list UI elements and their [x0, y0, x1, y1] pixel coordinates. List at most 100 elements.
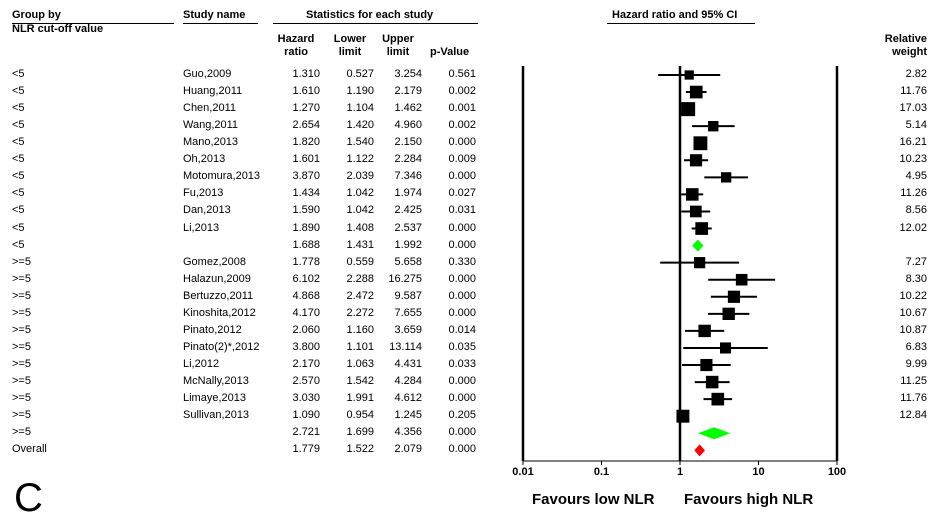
lower-limit-cell: 1.101 — [346, 340, 374, 353]
p-value-cell: 0.031 — [448, 204, 476, 217]
effect-marker — [735, 273, 748, 286]
ratio-header: ratio — [284, 46, 308, 58]
relative-header: Relative — [884, 33, 927, 45]
relative-weight-cell: 11.26 — [900, 187, 927, 200]
upper-limit-cell: 4.356 — [394, 426, 422, 439]
relative-weight-cell: 11.76 — [900, 392, 927, 405]
p-value-cell: 0.009 — [448, 153, 476, 166]
p-value-cell: 0.000 — [448, 221, 476, 234]
p-value-cell: 0.000 — [448, 443, 476, 456]
upper-limit-cell: 2.284 — [394, 153, 422, 166]
study-name-cell: Li,2012 — [183, 358, 220, 371]
lower-limit-cell: 1.122 — [346, 153, 374, 166]
effect-marker — [722, 307, 735, 321]
hazard-header: Hazard — [277, 33, 315, 45]
group-cell: >=5 — [12, 323, 31, 336]
relative-weight-cell: 10.67 — [899, 306, 927, 319]
group-cell: >=5 — [12, 392, 31, 405]
upper-limit-cell: 2.179 — [394, 85, 422, 98]
upper-limit-header: limit — [386, 46, 410, 58]
weight-header: weight — [892, 46, 927, 58]
header-underline-plot — [607, 23, 755, 24]
group-cell: <5 — [12, 153, 25, 166]
lower-limit-cell: 1.522 — [346, 443, 374, 456]
upper-limit-cell: 1.245 — [394, 409, 422, 422]
upper-limit-cell: 3.254 — [394, 68, 422, 80]
group-cell: <5 — [12, 102, 25, 115]
hazard-ratio-cell: 6.102 — [292, 272, 320, 285]
relative-weight-cell: 6.83 — [905, 340, 927, 353]
relative-weight-cell: 7.27 — [905, 255, 927, 268]
relative-weight-cell: 10.23 — [899, 153, 927, 166]
hazard-ratio-cell: 1.601 — [292, 153, 320, 166]
lower-limit-cell: 1.408 — [346, 221, 374, 234]
relative-weight-cell: 12.02 — [899, 221, 927, 234]
study-name-cell: Gomez,2008 — [183, 255, 246, 268]
upper-limit-cell: 13.114 — [389, 340, 422, 353]
group-cell: >=5 — [12, 255, 31, 268]
effect-marker — [693, 136, 708, 151]
group-cell: >=5 — [12, 289, 31, 302]
x-tick-label-0.01: 0.01 — [512, 466, 533, 478]
p-value-cell: 0.000 — [448, 272, 476, 285]
upper-limit-cell: 7.346 — [394, 170, 422, 183]
p-value-cell: 0.014 — [448, 323, 476, 336]
p-value-cell: 0.000 — [448, 238, 476, 251]
upper-limit-cell: 4.284 — [394, 375, 422, 388]
relative-weight-cell: 10.22 — [899, 289, 927, 302]
group-cell: >=5 — [12, 306, 31, 319]
upper-limit-cell: 1.974 — [394, 187, 422, 200]
effect-marker — [719, 342, 732, 354]
lower-limit-cell: 1.190 — [346, 85, 374, 98]
upper-limit-cell: 9.587 — [394, 289, 422, 302]
relative-weight-cell: 8.56 — [905, 204, 927, 217]
x-tick-label-100: 100 — [828, 466, 846, 478]
lower-limit-cell: 1.104 — [346, 102, 374, 115]
study-name-cell: Sullivan,2013 — [183, 409, 250, 422]
upper-limit-cell: 2.425 — [394, 204, 422, 217]
p-value-cell: 0.002 — [448, 119, 476, 132]
relative-weight-cell: 10.87 — [899, 323, 927, 336]
upper-limit-cell: 2.537 — [394, 221, 422, 234]
relative-weight-cell: 12.84 — [899, 409, 927, 422]
x-tick-label-10: 10 — [752, 466, 764, 478]
p-value-cell: 0.205 — [448, 409, 476, 422]
effect-marker — [694, 257, 706, 269]
upper-limit-cell: 5.658 — [394, 255, 422, 268]
upper-limit-cell: 1.992 — [394, 238, 422, 251]
lower-limit-cell: 2.272 — [346, 306, 374, 319]
effect-marker — [689, 85, 703, 99]
group-cell: Overall — [12, 443, 47, 456]
effect-marker — [695, 222, 709, 235]
pvalue-header: p-Value — [430, 46, 470, 58]
lower-limit-cell: 1.042 — [346, 204, 374, 217]
effect-marker — [684, 70, 694, 80]
relative-weight-cell: 11.25 — [900, 375, 927, 388]
header-underline-stats — [273, 23, 478, 24]
lower-limit-cell: 1.420 — [346, 119, 374, 132]
effect-marker — [711, 392, 725, 406]
p-value-cell: 0.561 — [448, 68, 476, 80]
p-value-cell: 0.033 — [448, 358, 476, 371]
group-cell: <5 — [12, 136, 25, 149]
study-name-cell: Kinoshita,2012 — [183, 306, 256, 319]
group-by-header: Group by — [12, 9, 61, 21]
panel-label: C — [14, 476, 43, 520]
effect-marker — [686, 188, 699, 201]
hazard-ratio-cell: 2.654 — [292, 119, 320, 132]
effect-marker — [708, 120, 719, 132]
study-name-cell: Bertuzzo,2011 — [183, 289, 254, 302]
study-name-cell: Motomura,2013 — [183, 170, 261, 183]
group-cell: <5 — [12, 170, 25, 183]
favours-low-label: Favours low NLR — [532, 491, 655, 508]
subgroup-diamond — [698, 427, 731, 440]
cutoff-header: NLR cut-off value — [12, 23, 104, 35]
group-cell: <5 — [12, 119, 25, 132]
hazard-ratio-cell: 1.688 — [292, 238, 320, 251]
group-cell: >=5 — [12, 340, 31, 353]
upper-limit-cell: 4.960 — [394, 119, 422, 132]
relative-weight-cell: 17.03 — [899, 102, 927, 115]
p-value-cell: 0.000 — [448, 426, 476, 439]
p-value-cell: 0.000 — [448, 136, 476, 149]
